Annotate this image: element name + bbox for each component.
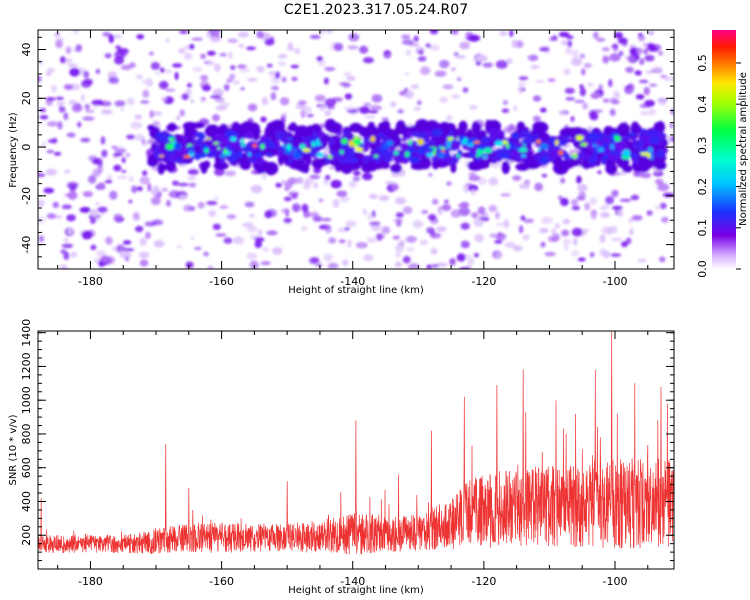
snr-series-line: [38, 331, 674, 555]
x-tick-label: -140: [340, 575, 365, 588]
snr-ticks: -180 -160 -140 -120 -100 200 400 600 800 1000 1200…: [20, 319, 674, 588]
x-tick-label: -140: [340, 275, 365, 288]
spectrogram-panel: -180 -160 -140 -120 -100 -40 -20 0 20 40 Height o…: [8, 29, 675, 296]
x-tick-label: -160: [209, 275, 234, 288]
snr-y-label: SNR (10 * v/v): [8, 414, 19, 485]
y-tick-label: 40: [20, 43, 33, 57]
y-tick-label: 600: [20, 457, 33, 478]
colorbar-gradient: [712, 30, 736, 269]
y-tick-label: 20: [20, 91, 33, 105]
spectrogram-y-label: Frequency (Hz): [8, 112, 19, 188]
snr-panel: -180 -160 -140 -120 -100 200 400 600 800 1000 1200…: [8, 319, 675, 596]
y-tick-label: 400: [20, 491, 33, 512]
x-tick-label: -100: [603, 575, 628, 588]
spectrogram-heatmap: [38, 30, 674, 269]
spectrogram-ticks: -180 -160 -140 -120 -100 -40 -20 0 20 40: [20, 30, 674, 288]
colorbar-tick-label: 0.4: [696, 95, 709, 113]
y-tick-label: -40: [20, 236, 33, 254]
colorbar-tick-label: 0.1: [696, 219, 709, 237]
colorbar: 0.0 0.1 0.2 0.3 0.4 0.5 Normalized spectral a…: [696, 30, 749, 278]
x-tick-label: -180: [78, 275, 103, 288]
y-tick-label: 1000: [20, 386, 33, 414]
x-tick-label: -120: [471, 575, 496, 588]
figure-title: C2E1.2023.317.05.24.R07: [284, 2, 468, 18]
snr-x-label: Height of straight line (km): [288, 585, 424, 596]
y-tick-label: 0: [20, 144, 33, 151]
colorbar-tick-label: 0.2: [696, 178, 709, 196]
spectrogram-frame: [37, 29, 675, 270]
x-tick-label: -100: [603, 275, 628, 288]
colorbar-label: Normalized spectral amplitude: [738, 72, 749, 226]
colorbar-ticks: 0.0 0.1 0.2 0.3 0.4 0.5: [696, 54, 741, 278]
y-tick-label: 1200: [20, 352, 33, 380]
y-tick-label: 1400: [20, 319, 33, 347]
x-tick-label: -120: [471, 275, 496, 288]
snr-frame: [37, 330, 675, 570]
colorbar-tick-label: 0.0: [696, 260, 709, 278]
y-tick-label: -20: [20, 187, 33, 205]
colorbar-tick-label: 0.5: [696, 54, 709, 72]
y-tick-label: 200: [20, 525, 33, 546]
colorbar-tick-label: 0.3: [696, 137, 709, 155]
spectrogram-x-label: Height of straight line (km): [288, 285, 424, 296]
y-tick-label: 800: [20, 424, 33, 445]
x-tick-label: -180: [78, 575, 103, 588]
x-tick-label: -160: [209, 575, 234, 588]
